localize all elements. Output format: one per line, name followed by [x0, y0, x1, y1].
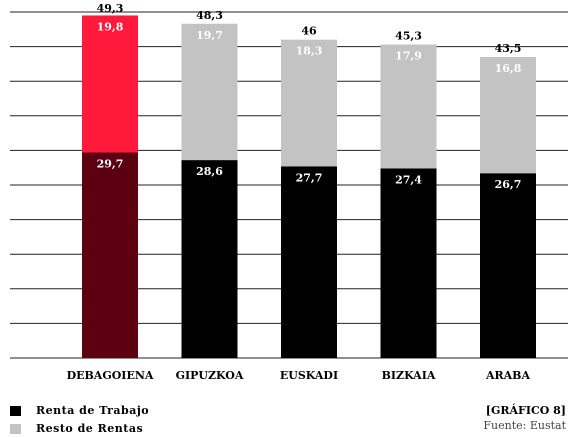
x-tick-label: DEBAGOIENA — [67, 369, 154, 382]
x-tick-label: EUSKADI — [280, 369, 338, 382]
bar-segment — [82, 15, 138, 153]
bar-segment — [181, 160, 238, 358]
annotation: [GRÁFICO 8] — [486, 403, 566, 417]
bar-segment — [480, 173, 536, 358]
legend-swatch — [10, 424, 21, 434]
legend-swatch — [10, 406, 21, 416]
value-label: 19,8 — [97, 20, 124, 33]
total-label: 48,3 — [196, 9, 223, 22]
value-label: 16,8 — [495, 62, 522, 75]
bar-segment — [181, 23, 238, 161]
value-label: 29,7 — [97, 157, 124, 170]
bar-segment — [281, 39, 337, 167]
bar-segment — [480, 56, 536, 174]
value-label: 28,6 — [196, 165, 223, 178]
total-label: 49,3 — [97, 2, 124, 15]
annotation: Fuente: Eustat — [483, 419, 566, 432]
bar-segment — [82, 152, 138, 358]
x-tick-label: GIPUZKOA — [176, 369, 244, 382]
total-label: 43,5 — [495, 42, 522, 55]
x-tick-label: ARABA — [485, 369, 531, 382]
value-label: 27,4 — [395, 173, 422, 186]
value-label: 17,9 — [395, 50, 422, 63]
value-label: 19,7 — [196, 29, 223, 42]
x-tick-label: BIZKAIA — [382, 369, 436, 382]
legend-label: Resto de Rentas — [36, 422, 143, 435]
legend-label: Renta de Trabajo — [36, 404, 149, 417]
value-label: 27,7 — [296, 171, 323, 184]
bar-segment — [380, 44, 437, 169]
value-label: 18,3 — [296, 45, 323, 58]
bar-segment — [380, 168, 437, 358]
bar-segment — [281, 166, 337, 358]
total-label: 45,3 — [395, 30, 422, 43]
total-label: 46 — [301, 25, 317, 38]
value-label: 26,7 — [495, 178, 522, 191]
